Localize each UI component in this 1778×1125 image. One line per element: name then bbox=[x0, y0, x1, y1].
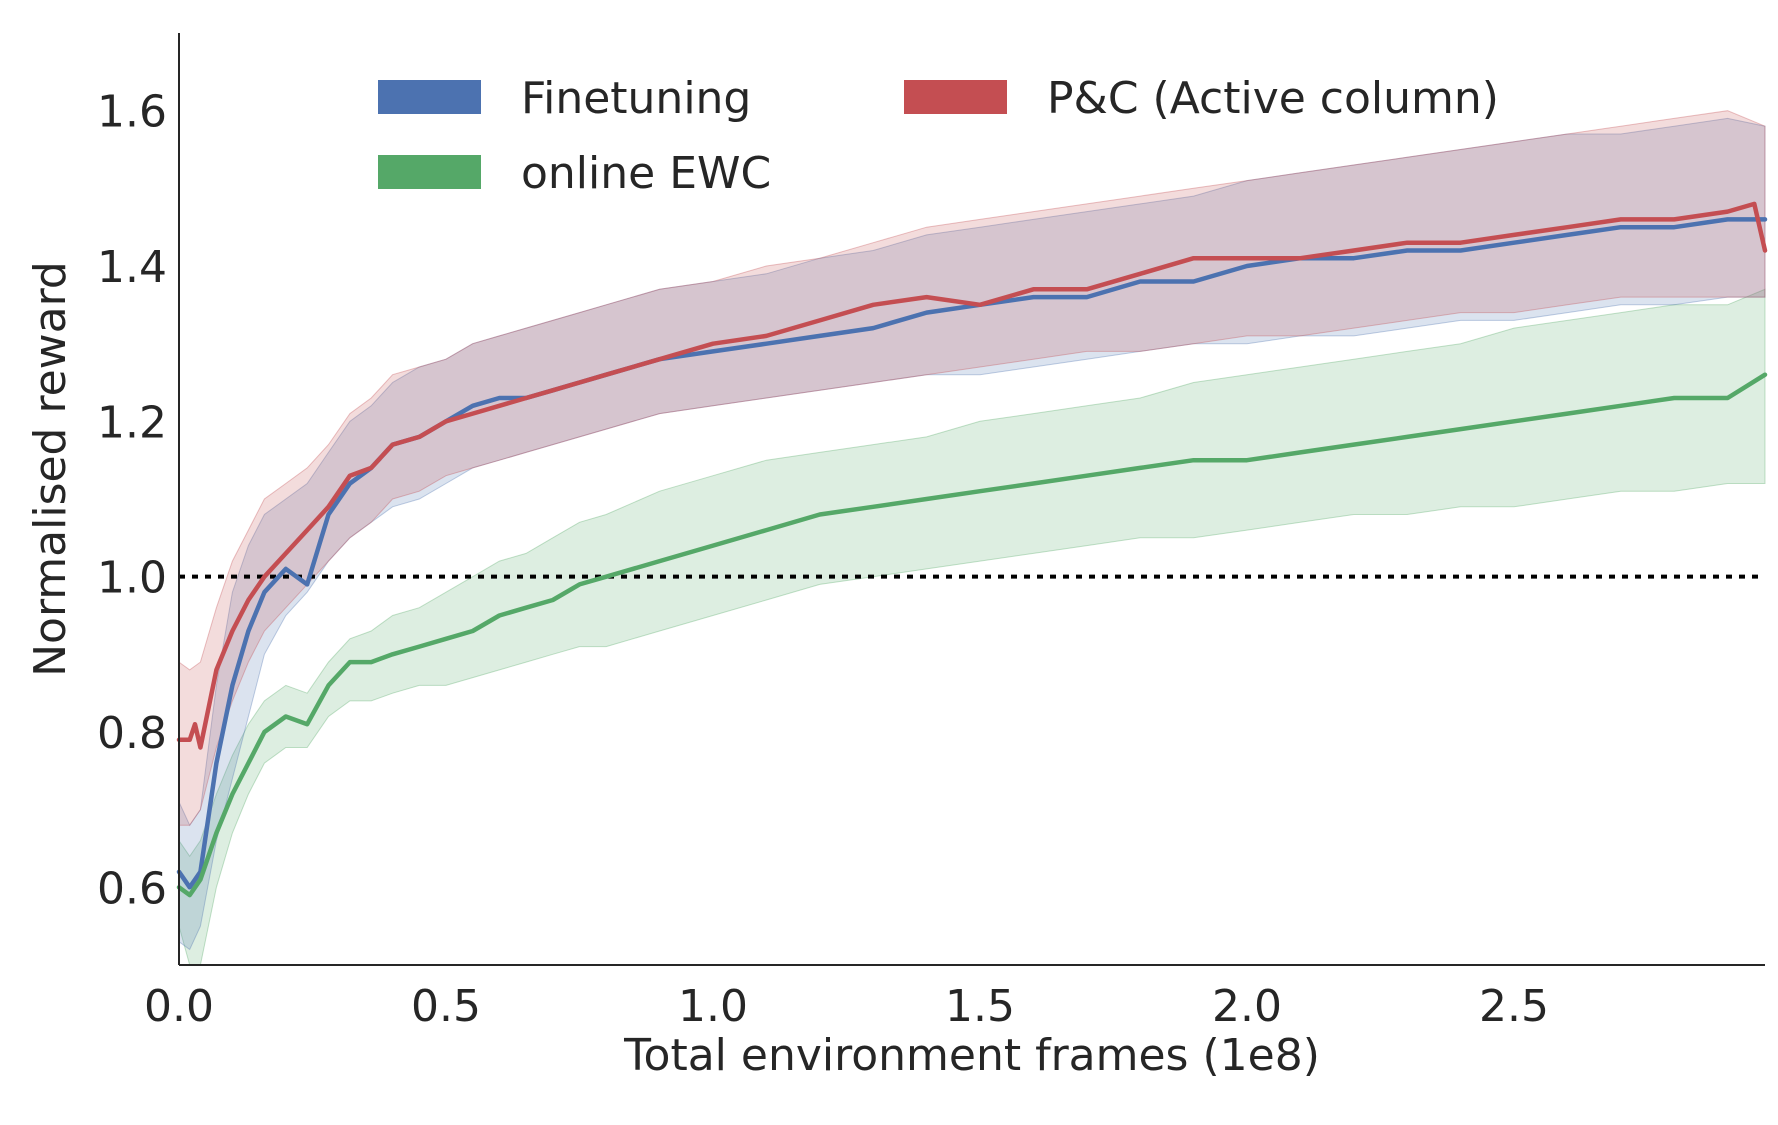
y-tick-label: 1.4 bbox=[97, 242, 167, 293]
y-tick-label: 1.2 bbox=[97, 397, 167, 448]
x-tick-label: 2.0 bbox=[1212, 981, 1282, 1032]
series-lines bbox=[176, 201, 1768, 898]
legend-swatch-finetuning bbox=[378, 80, 481, 114]
legend-label-online-ewc: online EWC bbox=[521, 148, 771, 199]
band-finetuning bbox=[178, 117, 1766, 951]
band-online-ewc bbox=[178, 288, 1766, 966]
x-tick-label: 1.5 bbox=[945, 981, 1015, 1032]
axes bbox=[178, 33, 1765, 966]
x-tick-label: 0.0 bbox=[144, 981, 214, 1032]
y-tick-label: 0.8 bbox=[97, 708, 167, 759]
y-tick-label: 1.0 bbox=[97, 553, 167, 604]
x-axis-title: Total environment frames (1e8) bbox=[623, 1030, 1320, 1081]
x-tick-label: 2.5 bbox=[1479, 981, 1549, 1032]
confidence-bands bbox=[178, 110, 1766, 966]
series-line-p-c-active-column bbox=[176, 201, 1768, 750]
y-tick-label: 1.6 bbox=[97, 87, 167, 138]
x-tick-label: 1.0 bbox=[678, 981, 748, 1032]
x-tick-label: 0.5 bbox=[411, 981, 481, 1032]
legend-swatch-pc-active-column bbox=[904, 80, 1007, 114]
y-tick-label: 0.6 bbox=[97, 863, 167, 914]
legend: Finetuning online EWC P&C (Active column… bbox=[378, 73, 1499, 199]
x-ticks: 0.0 0.5 1.0 1.5 2.0 2.5 bbox=[144, 981, 1549, 1032]
series-line-online-ewc bbox=[176, 372, 1768, 898]
band-p-c-active-column bbox=[178, 110, 1766, 826]
legend-label-pc-active-column: P&C (Active column) bbox=[1047, 73, 1499, 124]
legend-label-finetuning: Finetuning bbox=[521, 73, 751, 124]
y-ticks: 0.6 0.8 1.0 1.2 1.4 1.6 bbox=[97, 87, 167, 915]
y-axis-title: Normalised reward bbox=[25, 261, 76, 677]
legend-swatch-online-ewc bbox=[378, 155, 481, 189]
